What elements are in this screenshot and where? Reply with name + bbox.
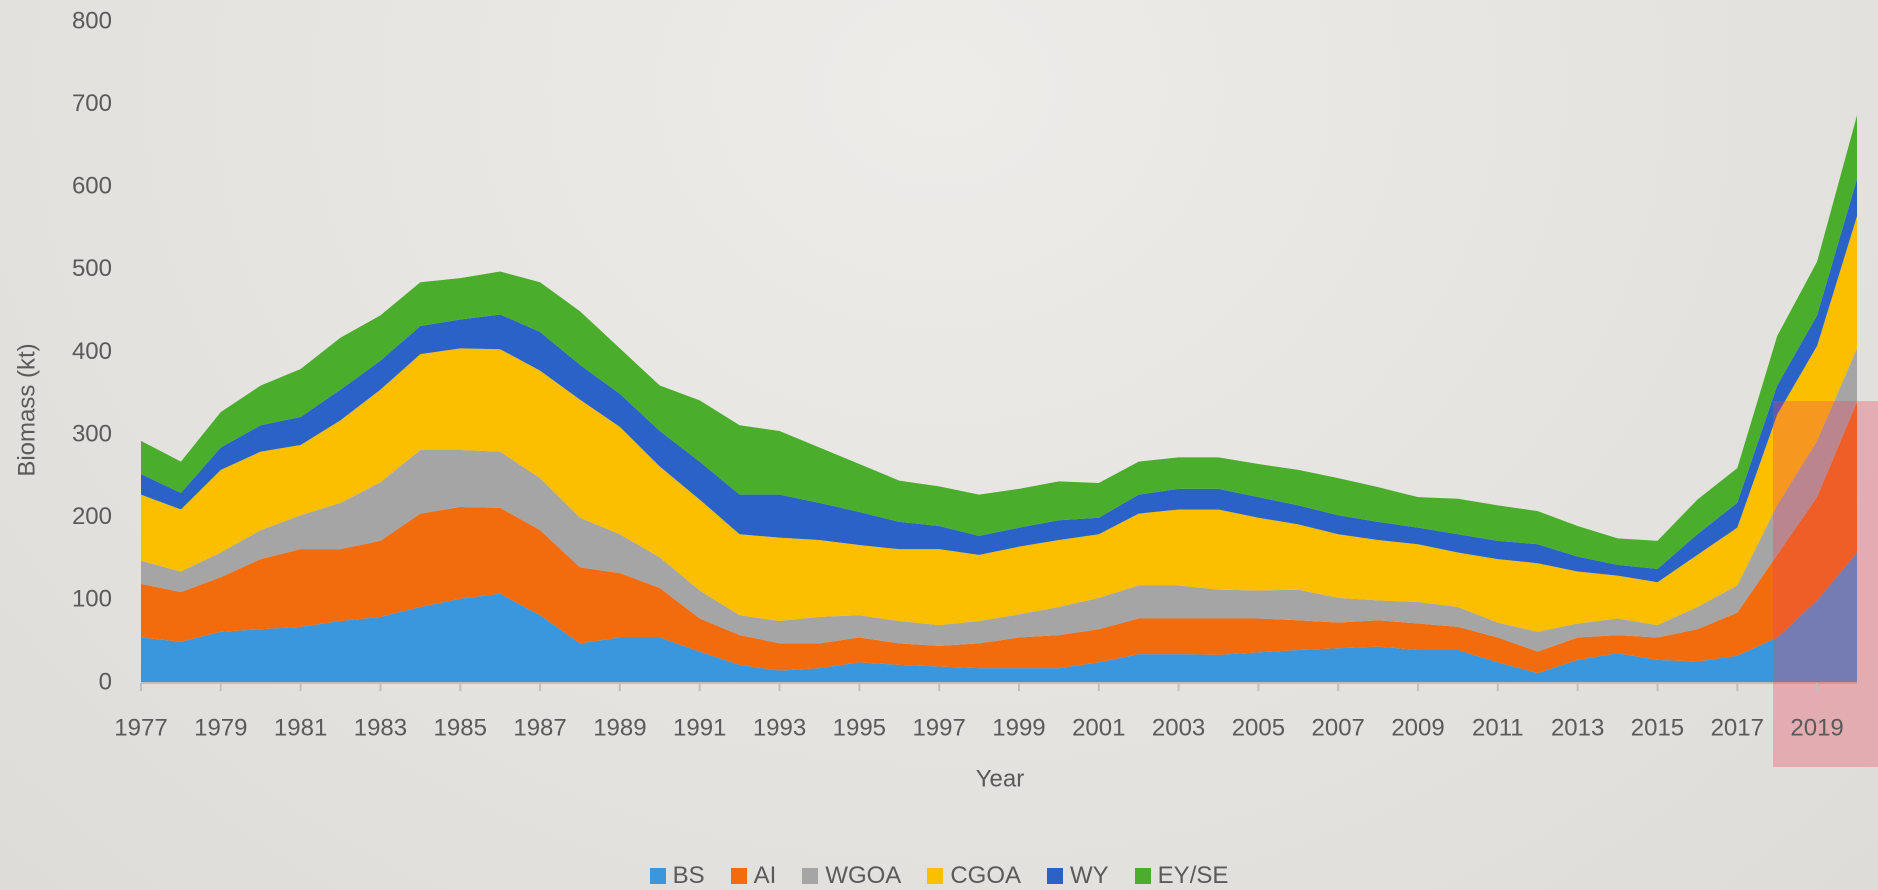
legend-item: WY: [1047, 862, 1109, 890]
legend-label: BS: [672, 862, 705, 889]
x-tick-label: 2017: [1711, 714, 1764, 741]
area: [141, 216, 1857, 632]
x-tick-label: 1983: [354, 714, 407, 741]
y-tick-label: 200: [72, 503, 112, 530]
legend-item: AI: [730, 862, 777, 890]
x-tick-label: 1977: [114, 714, 167, 741]
x-tick-label: 2009: [1391, 714, 1444, 741]
x-tick-label: 2013: [1551, 714, 1604, 741]
x-tick-label: 1979: [194, 714, 247, 741]
legend-swatch: [927, 868, 944, 884]
legend-item: EY/SE: [1134, 862, 1229, 890]
x-tick-label: 2001: [1072, 714, 1125, 741]
y-tick-label: 700: [72, 90, 112, 117]
area: [141, 348, 1857, 652]
x-tick-label: 1991: [673, 714, 726, 741]
legend-swatch: [802, 868, 819, 884]
x-tick-label: 1995: [833, 714, 886, 741]
x-tick-label: 1997: [912, 714, 965, 741]
legend-swatch: [730, 868, 747, 884]
y-tick-label: 500: [72, 255, 112, 282]
legend-label: EY/SE: [1157, 862, 1229, 889]
x-tick-label: 1989: [593, 714, 646, 741]
x-tick-label: 1999: [992, 714, 1045, 741]
x-tick-label: 2019: [1790, 714, 1843, 741]
x-tick-label: 1993: [753, 714, 806, 741]
y-tick-label: 800: [72, 7, 112, 34]
area: [141, 115, 1857, 569]
x-tick-label: 2015: [1631, 714, 1684, 741]
legend: BS AI WGOA CGOA WY EY/SE: [0, 862, 1878, 890]
plot-area: [141, 115, 1857, 683]
x-tick-label: 1985: [434, 714, 487, 741]
legend-label: WGOA: [825, 862, 902, 889]
legend-swatch: [1134, 868, 1151, 884]
x-axis-title: Year: [976, 765, 1025, 792]
area: [141, 402, 1857, 674]
legend-item: BS: [649, 862, 705, 890]
legend-item: WGOA: [802, 862, 901, 890]
legend-swatch: [1047, 868, 1063, 884]
y-tick-label: 600: [72, 173, 112, 200]
x-tick-label: 2011: [1472, 714, 1524, 741]
y-tick-label: 300: [72, 420, 112, 447]
x-tick-label: 1987: [513, 714, 566, 741]
highlight-box: [1773, 401, 1878, 767]
x-tick-label: 1981: [274, 714, 327, 741]
y-tick-label: 400: [72, 338, 112, 365]
y-tick-label: 100: [72, 586, 112, 613]
x-tick-label: 2005: [1232, 714, 1285, 741]
x-tick-label: 2007: [1312, 714, 1365, 741]
area: [141, 552, 1857, 683]
legend-item: CGOA: [927, 862, 1021, 890]
legend-label: AI: [753, 862, 777, 889]
legend-label: WY: [1070, 862, 1109, 889]
legend-swatch: [649, 868, 666, 884]
chart: Year Biomass (kt) 0 100 200 300 400 500 600 700…: [13, 7, 1878, 792]
y-axis-title: Biomass (kt): [13, 343, 40, 476]
y-tick-label: 0: [99, 668, 112, 695]
x-tick-label: 2003: [1152, 714, 1205, 741]
legend-label: CGOA: [950, 862, 1021, 889]
